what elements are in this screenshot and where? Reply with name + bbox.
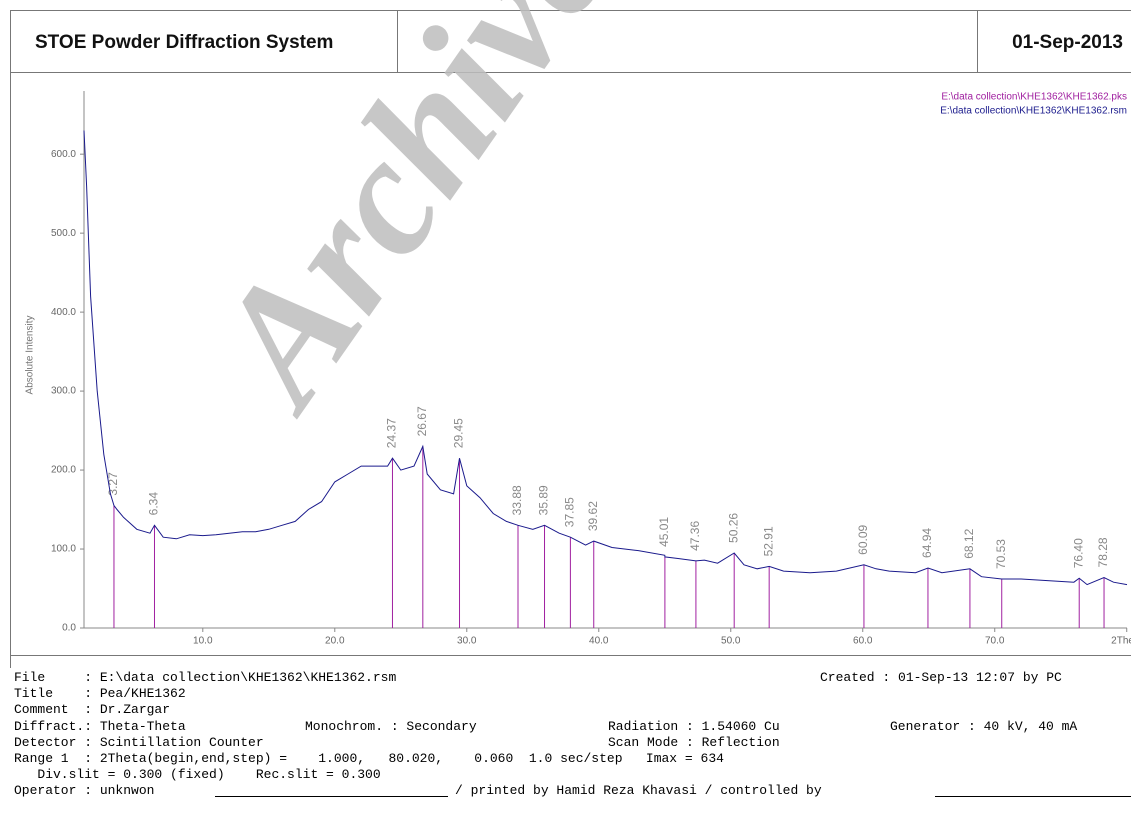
x-tick-label: 50.0	[721, 636, 741, 647]
footer-text: Generator : 40 kV, 40 mA	[890, 719, 1078, 734]
peak-label: 60.09	[856, 524, 870, 554]
x-tick-label: 20.0	[325, 636, 345, 647]
footer-text: Scan Mode : Reflection	[608, 735, 780, 750]
y-axis-label: Absolute Intensity	[25, 316, 36, 395]
peak-label: 52.91	[761, 526, 775, 556]
y-tick-label: 400.0	[51, 307, 76, 318]
peak-label: 39.62	[586, 501, 600, 531]
x-tick-label: 60.0	[853, 636, 873, 647]
peak-label: 24.37	[385, 418, 399, 448]
blank-line	[215, 796, 448, 797]
chart: STOE Powder Diffraction System 01-Sep-20…	[10, 0, 1131, 668]
watermark: Archive	[173, 0, 646, 441]
peak-label: 78.28	[1096, 537, 1110, 567]
x-tick-label: 70.0	[985, 636, 1005, 647]
x-tick-label: 30.0	[457, 636, 477, 647]
peak-label: 50.26	[726, 513, 740, 543]
y-tick-label: 600.0	[51, 149, 76, 160]
footer-text: Title : Pea/KHE1362	[14, 686, 186, 701]
peak-label: 47.36	[688, 521, 702, 551]
footer-text: Monochrom. : Secondary	[305, 719, 477, 734]
header-title: STOE Powder Diffraction System	[35, 32, 333, 53]
footer-text: Created : 01-Sep-13 12:07 by PC	[820, 670, 1062, 685]
blank-line	[935, 796, 1131, 797]
y-tick-label: 500.0	[51, 228, 76, 239]
legend-entry: E:\data collection\KHE1362\KHE1362.pks	[941, 92, 1127, 103]
peak-label: 26.67	[415, 406, 429, 436]
x-tick-label: 2Theta	[1111, 636, 1131, 647]
footer-text: File : E:\data collection\KHE1362\KHE136…	[14, 670, 397, 685]
legend-entry: E:\data collection\KHE1362\KHE1362.rsm	[940, 106, 1127, 117]
footer-text: Radiation : 1.54060 Cu	[608, 719, 780, 734]
footer-text: Div.slit = 0.300 (fixed) Rec.slit = 0.30…	[14, 767, 381, 782]
x-tick-label: 10.0	[193, 636, 213, 647]
footer-text: / printed by Hamid Reza Khavasi / contro…	[455, 783, 822, 798]
peak-label: 68.12	[962, 528, 976, 558]
peak-label: 37.85	[563, 497, 577, 527]
y-tick-label: 200.0	[51, 465, 76, 476]
footer-text: Operator : unknwon	[14, 783, 155, 798]
x-tick-label: 40.0	[589, 636, 609, 647]
footer-text: Range 1 : 2Theta(begin,end,step) = 1.000…	[14, 751, 724, 766]
intensity-line	[83, 130, 1128, 586]
peak-label: 70.53	[994, 539, 1008, 569]
peak-label: 33.88	[510, 485, 524, 515]
footer-text: Detector : Scintillation Counter	[14, 735, 264, 750]
peak-label: 6.34	[147, 492, 161, 516]
y-tick-label: 300.0	[51, 386, 76, 397]
y-tick-label: 0.0	[62, 623, 76, 634]
peak-label: 76.40	[1071, 538, 1085, 568]
footer-text: Comment : Dr.Zargar	[14, 702, 171, 717]
y-tick-label: 100.0	[51, 544, 76, 555]
footer-text: Diffract.: Theta-Theta	[14, 719, 186, 734]
header-date: 01-Sep-2013	[1012, 32, 1123, 53]
peak-label: 29.45	[452, 418, 466, 448]
footer: File : E:\data collection\KHE1362\KHE136…	[0, 668, 1131, 818]
peak-label: 64.94	[920, 528, 934, 558]
peak-label: 35.89	[537, 485, 551, 515]
header-frame	[10, 10, 1131, 73]
peak-label: 45.01	[657, 517, 671, 547]
